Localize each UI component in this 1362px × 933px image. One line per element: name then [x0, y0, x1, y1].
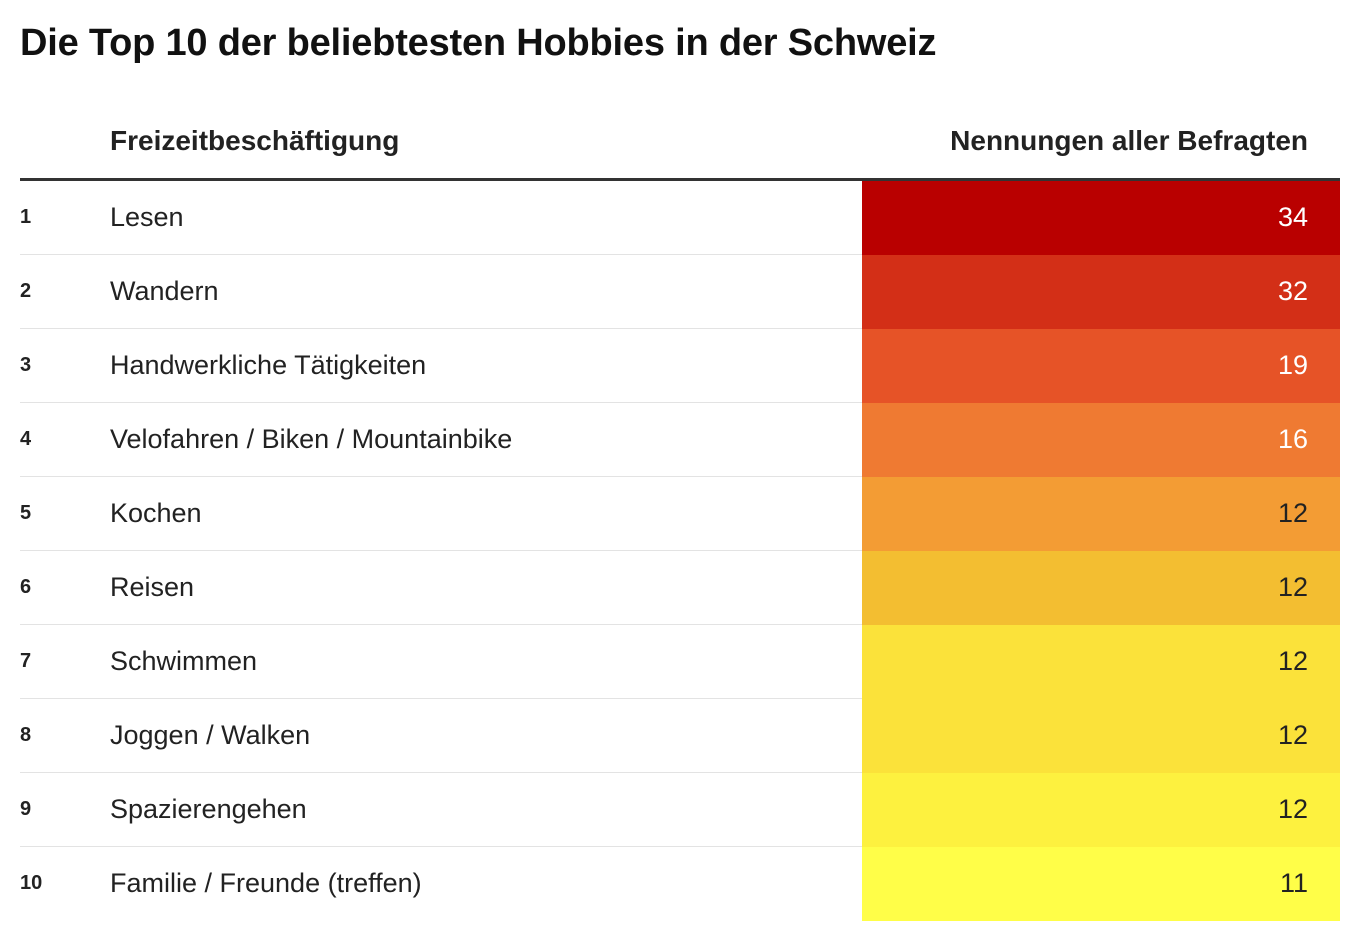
row-hobby: Spazierengehen: [110, 794, 307, 824]
chart-title: Die Top 10 der beliebtesten Hobbies in d…: [20, 22, 937, 64]
table-row: 6 Reisen 12: [20, 551, 1340, 625]
row-hobby: Handwerkliche Tätigkeiten: [110, 350, 427, 380]
heat-cell: 12: [862, 699, 1340, 773]
row-hobby: Schwimmen: [110, 646, 258, 676]
table-row: 10 Familie / Freunde (treffen) 11: [20, 847, 1340, 921]
row-rank: 6: [20, 576, 32, 598]
row-hobby: Familie / Freunde (treffen): [110, 868, 422, 898]
heat-cell: 11: [862, 847, 1340, 921]
row-rank: 10: [20, 872, 43, 894]
row-value: 12: [1277, 498, 1308, 528]
table-row: 3 Handwerkliche Tätigkeiten 19: [20, 329, 1340, 403]
row-value: 12: [1277, 720, 1308, 750]
row-rank: 8: [20, 724, 32, 746]
row-hobby: Lesen: [110, 202, 184, 232]
heat-cell: 32: [862, 255, 1340, 329]
row-hobby: Reisen: [110, 572, 195, 602]
heat-cell: 19: [862, 329, 1340, 403]
hobby-table: Freizeitbeschäftigung Nennungen aller Be…: [20, 108, 1340, 921]
row-value: 12: [1277, 646, 1308, 676]
row-rank: 5: [20, 502, 32, 524]
row-rank: 4: [20, 428, 32, 450]
row-value: 12: [1277, 572, 1308, 602]
row-value: 16: [1277, 424, 1308, 454]
row-value: 19: [1277, 350, 1308, 380]
table-row: 2 Wandern 32: [20, 255, 1340, 329]
heat-cell: 12: [862, 477, 1340, 551]
row-value: 11: [1279, 868, 1308, 898]
heat-cell: 12: [862, 773, 1340, 847]
heat-cell: 34: [862, 181, 1340, 255]
table-row: 1 Lesen 34: [20, 181, 1340, 255]
row-value: 32: [1277, 276, 1308, 306]
heat-cell: 16: [862, 403, 1340, 477]
table-header: Freizeitbeschäftigung Nennungen aller Be…: [20, 108, 1340, 181]
row-hobby: Wandern: [110, 276, 219, 306]
row-value: 12: [1277, 794, 1308, 824]
column-header-hobby: Freizeitbeschäftigung: [110, 125, 400, 156]
row-hobby: Joggen / Walken: [110, 720, 311, 750]
row-value: 34: [1277, 202, 1308, 232]
column-header-count: Nennungen aller Befragten: [950, 125, 1308, 156]
row-rank: 1: [20, 206, 32, 228]
table-row: 5 Kochen 12: [20, 477, 1340, 551]
table-body: 1 Lesen 34 2 Wandern 32 3 Handwerkliche Tätigke…: [20, 181, 1340, 921]
row-rank: 3: [20, 354, 32, 376]
table-row: 9 Spazierengehen 12: [20, 773, 1340, 847]
row-hobby: Velofahren / Biken / Mountainbike: [110, 424, 513, 454]
table-row: 4 Velofahren / Biken / Mountainbike 16: [20, 403, 1340, 477]
row-rank: 9: [20, 798, 32, 820]
table-row: 8 Joggen / Walken 12: [20, 699, 1340, 773]
row-rank: 7: [20, 650, 32, 672]
heat-cell: 12: [862, 551, 1340, 625]
row-hobby: Kochen: [110, 498, 202, 528]
table-row: 7 Schwimmen 12: [20, 625, 1340, 699]
heat-cell: 12: [862, 625, 1340, 699]
row-rank: 2: [20, 280, 32, 302]
